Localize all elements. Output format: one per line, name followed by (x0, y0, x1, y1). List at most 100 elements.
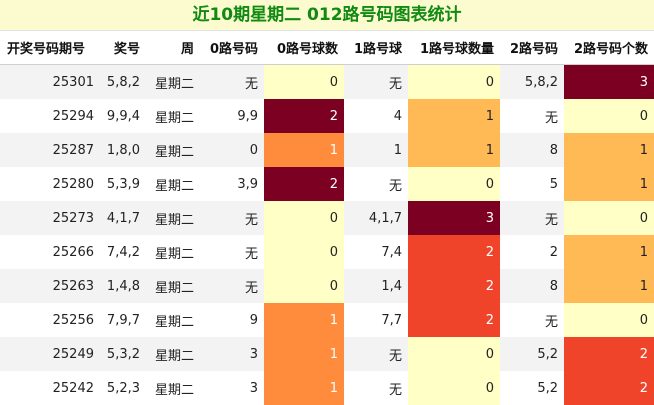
cell-number: 5,2,3 (100, 371, 146, 405)
cell-r1-count: 0 (408, 337, 500, 371)
cell-r0: 无 (200, 64, 264, 99)
cell-r0-count: 1 (264, 133, 344, 167)
cell-period: 25242 (0, 371, 100, 405)
page-title: 近10期星期二 012路号码图表统计 (0, 0, 654, 31)
cell-r1: 1 (344, 133, 408, 167)
header-week: 周 (146, 31, 200, 65)
cell-period: 25249 (0, 337, 100, 371)
cell-r0-count: 2 (264, 167, 344, 201)
header-number: 奖号 (100, 31, 146, 65)
cell-r0-count: 1 (264, 337, 344, 371)
cell-week: 星期二 (146, 133, 200, 167)
table-row: 25263 1,4,8 星期二 无 0 1,4 2 8 1 (0, 269, 654, 303)
cell-r0: 9,9 (200, 99, 264, 133)
cell-r2: 5 (500, 167, 564, 201)
table-row: 25256 7,9,7 星期二 9 1 7,7 2 无 0 (0, 303, 654, 337)
cell-r0: 无 (200, 269, 264, 303)
cell-r0-count: 1 (264, 371, 344, 405)
cell-number: 5,3,9 (100, 167, 146, 201)
header-r2: 2路号码 (500, 31, 564, 65)
cell-week: 星期二 (146, 371, 200, 405)
stats-table: 开奖号码期号 奖号 周 0路号码 0路号球数 1路号球 1路号球数量 2路号码 … (0, 31, 654, 405)
cell-period: 25294 (0, 99, 100, 133)
cell-week: 星期二 (146, 337, 200, 371)
cell-r0-count: 0 (264, 269, 344, 303)
cell-week: 星期二 (146, 201, 200, 235)
cell-r2: 无 (500, 99, 564, 133)
cell-r0: 3 (200, 371, 264, 405)
cell-r1-count: 1 (408, 133, 500, 167)
table-row: 25301 5,8,2 星期二 无 0 无 0 5,8,2 3 (0, 64, 654, 99)
cell-r2-count: 0 (564, 201, 654, 235)
cell-number: 5,8,2 (100, 64, 146, 99)
cell-r1-count: 1 (408, 99, 500, 133)
cell-r0: 无 (200, 201, 264, 235)
cell-week: 星期二 (146, 99, 200, 133)
cell-number: 1,4,8 (100, 269, 146, 303)
cell-r2-count: 3 (564, 64, 654, 99)
cell-week: 星期二 (146, 64, 200, 99)
header-r0: 0路号码 (200, 31, 264, 65)
header-r1-count: 1路号球数量 (408, 31, 500, 65)
cell-number: 1,8,0 (100, 133, 146, 167)
cell-r1-count: 2 (408, 269, 500, 303)
cell-number: 5,3,2 (100, 337, 146, 371)
cell-number: 9,9,4 (100, 99, 146, 133)
table-row: 25273 4,1,7 星期二 无 0 4,1,7 3 无 0 (0, 201, 654, 235)
cell-r1: 无 (344, 371, 408, 405)
cell-r0-count: 1 (264, 303, 344, 337)
cell-number: 4,1,7 (100, 201, 146, 235)
table-row: 25280 5,3,9 星期二 3,9 2 无 0 5 1 (0, 167, 654, 201)
cell-r0: 3,9 (200, 167, 264, 201)
cell-r1-count: 2 (408, 235, 500, 269)
cell-r1: 7,4 (344, 235, 408, 269)
cell-period: 25287 (0, 133, 100, 167)
cell-r2-count: 1 (564, 133, 654, 167)
cell-period: 25266 (0, 235, 100, 269)
cell-number: 7,4,2 (100, 235, 146, 269)
cell-number: 7,9,7 (100, 303, 146, 337)
table-row: 25266 7,4,2 星期二 无 0 7,4 2 2 1 (0, 235, 654, 269)
cell-r1: 4 (344, 99, 408, 133)
table-row: 25287 1,8,0 星期二 0 1 1 1 8 1 (0, 133, 654, 167)
cell-r0: 无 (200, 235, 264, 269)
cell-r1: 无 (344, 64, 408, 99)
cell-week: 星期二 (146, 269, 200, 303)
cell-r1: 无 (344, 167, 408, 201)
cell-period: 25263 (0, 269, 100, 303)
cell-r2-count: 1 (564, 235, 654, 269)
cell-r1: 1,4 (344, 269, 408, 303)
cell-r0-count: 0 (264, 201, 344, 235)
cell-week: 星期二 (146, 167, 200, 201)
cell-r1-count: 0 (408, 167, 500, 201)
cell-week: 星期二 (146, 235, 200, 269)
header-r1: 1路号球 (344, 31, 408, 65)
cell-r1-count: 3 (408, 201, 500, 235)
cell-r2-count: 0 (564, 303, 654, 337)
cell-r0-count: 0 (264, 64, 344, 99)
cell-r2: 2 (500, 235, 564, 269)
cell-period: 25301 (0, 64, 100, 99)
header-r2-count: 2路号码个数 (564, 31, 654, 65)
cell-r1: 4,1,7 (344, 201, 408, 235)
cell-period: 25280 (0, 167, 100, 201)
cell-r2-count: 2 (564, 371, 654, 405)
cell-r2-count: 2 (564, 337, 654, 371)
table-row: 25294 9,9,4 星期二 9,9 2 4 1 无 0 (0, 99, 654, 133)
cell-r1: 无 (344, 337, 408, 371)
cell-week: 星期二 (146, 303, 200, 337)
header-row: 开奖号码期号 奖号 周 0路号码 0路号球数 1路号球 1路号球数量 2路号码 … (0, 31, 654, 65)
cell-period: 25256 (0, 303, 100, 337)
table-row: 25242 5,2,3 星期二 3 1 无 0 5,2 2 (0, 371, 654, 405)
cell-r2-count: 1 (564, 167, 654, 201)
cell-r0-count: 2 (264, 99, 344, 133)
cell-r2: 无 (500, 201, 564, 235)
cell-r2: 5,2 (500, 337, 564, 371)
cell-period: 25273 (0, 201, 100, 235)
cell-r0: 3 (200, 337, 264, 371)
header-period: 开奖号码期号 (0, 31, 100, 65)
cell-r2: 8 (500, 133, 564, 167)
cell-r1-count: 2 (408, 303, 500, 337)
header-r0-count: 0路号球数 (264, 31, 344, 65)
